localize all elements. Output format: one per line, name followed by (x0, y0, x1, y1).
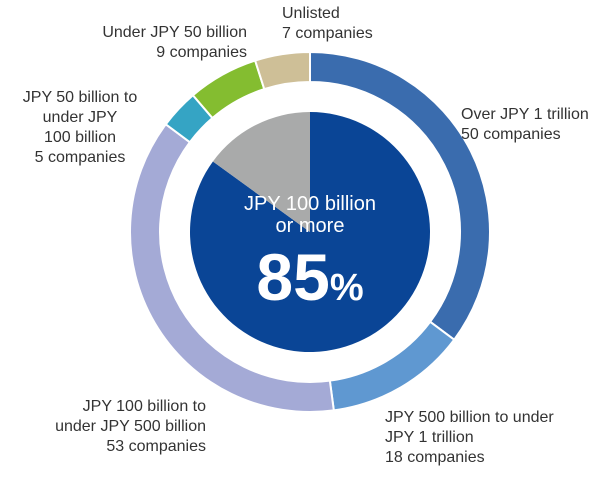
center-title: JPY 100 billion (244, 193, 376, 215)
center-title: or more (276, 215, 345, 237)
label-line: JPY 50 billion to (23, 89, 138, 106)
segment-label: Under JPY 50 billion 9 companies (102, 24, 247, 61)
donut-segment (253, 50, 311, 91)
value-label: 18 companies (385, 449, 485, 466)
label-line: Unlisted (282, 5, 340, 22)
value-label: 9 companies (156, 44, 247, 61)
segment-label: JPY 100 billion to under JPY 500 billion 5… (55, 398, 206, 455)
label-line: JPY 100 billion to (83, 398, 206, 415)
label-line: JPY 500 billion to under (385, 409, 554, 426)
label-line: under JPY (43, 109, 118, 126)
center-number: 85 (256, 240, 329, 314)
value-label: 53 companies (106, 438, 206, 455)
pie-segment (212, 112, 310, 232)
label-line: Under JPY 50 billion (102, 24, 247, 41)
segment-label: Unlisted 7 companies (282, 5, 373, 42)
segment-label: Over JPY 1 trillion 50 companies (461, 106, 589, 143)
label-line: under JPY 500 billion (55, 418, 206, 435)
segment-label: JPY 50 billion to under JPY 100 billion 5 c… (23, 89, 138, 166)
value-label: 7 companies (282, 25, 373, 42)
value-label: 50 companies (461, 126, 561, 143)
label-line: JPY 1 trillion (385, 429, 474, 446)
label-line: Over JPY 1 trillion (461, 106, 589, 123)
segment-label: JPY 500 billion to under JPY 1 trillion 18… (385, 409, 554, 466)
pie-segment (189, 112, 430, 352)
center-value: 85% (256, 240, 363, 314)
label-line: 100 billion (44, 129, 116, 146)
value-label: 5 companies (35, 149, 126, 166)
center-unit: % (330, 267, 364, 309)
